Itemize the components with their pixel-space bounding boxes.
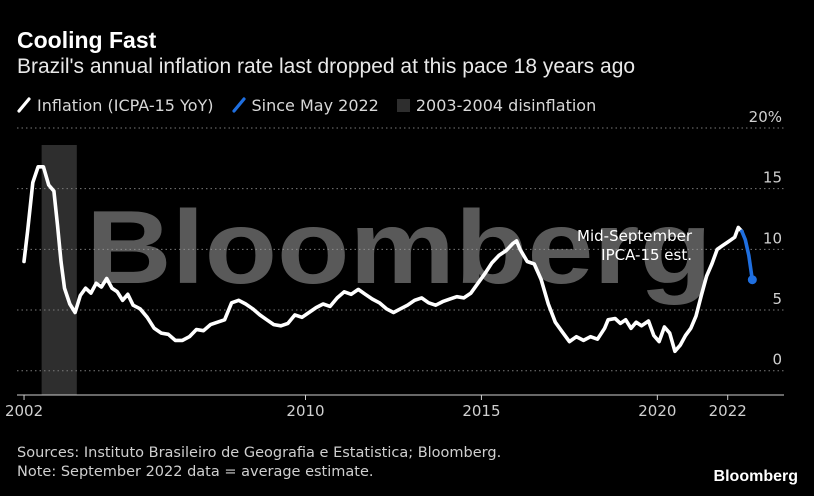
legend-label-since-may: Since May 2022 [251,95,379,115]
y-tick-label: 10 [763,229,782,247]
y-tick-label: 15 [763,169,782,187]
legend-item-since-may: Since May 2022 [231,95,379,115]
legend-swatch-inflation [17,97,31,113]
note-text: Note: September 2022 data = average esti… [17,464,374,480]
x-tick-label: 2010 [286,402,324,420]
legend-item-disinflation: 2003-2004 disinflation [396,95,597,115]
chart-subtitle: Brazil's annual inflation rate last drop… [17,55,636,78]
x-tick-label: 2022 [709,402,747,420]
inflation-line [22,165,744,354]
annotation-line-1: Mid-September [577,227,693,245]
sources-text: Sources: Instituto Brasileiro de Geograf… [17,445,502,461]
chart-title: Cooling Fast [17,27,157,53]
since-may-line [739,229,755,282]
annotation-line-2: IPCA-15 est. [601,246,692,264]
x-tick-label: 2015 [462,402,500,420]
legend-swatch-since-may [231,97,246,113]
line-chart: 0 5 10 15 20% 2002 2010 2015 2020 2022 BloombergMi… [5,108,784,420]
y-tick-label: 20% [749,108,782,126]
legend-swatch-disinflation [396,98,410,112]
watermark-text: Bloomberg [86,190,712,306]
bloomberg-logo: Bloomberg [713,468,798,485]
y-tick-label: 5 [772,290,782,308]
y-tick-label: 0 [772,351,782,369]
disinflation-band [41,145,77,395]
legend-item-inflation: Inflation (ICPA-15 YoY) [17,96,214,115]
legend: Inflation (ICPA-15 YoY) Since May 2022 2… [17,94,614,116]
x-tick-label: 2020 [638,402,676,420]
x-tick-label: 2002 [5,402,43,420]
estimate-point [747,275,757,285]
legend-label-inflation: Inflation (ICPA-15 YoY) [37,95,214,115]
legend-label-disinflation: 2003-2004 disinflation [415,95,597,115]
